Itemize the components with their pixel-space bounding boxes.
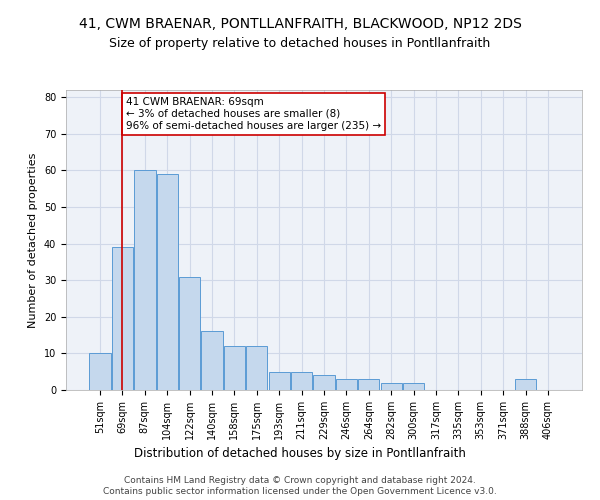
Bar (202, 332, 223, 390)
Text: 41 CWM BRAENAR: 69sqm
← 3% of detached houses are smaller (8)
96% of semi-detach: 41 CWM BRAENAR: 69sqm ← 3% of detached h… (126, 98, 381, 130)
Bar (246, 346, 268, 390)
Bar (112, 248, 133, 390)
Bar (515, 379, 536, 390)
Bar (403, 382, 424, 390)
Bar (269, 372, 290, 390)
Bar (313, 376, 335, 390)
Text: Size of property relative to detached houses in Pontllanfraith: Size of property relative to detached ho… (109, 38, 491, 51)
Bar (358, 379, 379, 390)
Text: Distribution of detached houses by size in Pontllanfraith: Distribution of detached houses by size … (134, 448, 466, 460)
Text: 41, CWM BRAENAR, PONTLLANFRAITH, BLACKWOOD, NP12 2DS: 41, CWM BRAENAR, PONTLLANFRAITH, BLACKWO… (79, 18, 521, 32)
Text: Contains public sector information licensed under the Open Government Licence v3: Contains public sector information licen… (103, 487, 497, 496)
Y-axis label: Number of detached properties: Number of detached properties (28, 152, 38, 328)
Bar (336, 379, 357, 390)
Bar (134, 170, 155, 390)
Bar (179, 276, 200, 390)
Bar (291, 372, 312, 390)
Text: Contains HM Land Registry data © Crown copyright and database right 2024.: Contains HM Land Registry data © Crown c… (124, 476, 476, 485)
Bar (380, 382, 402, 390)
Bar (157, 174, 178, 390)
Bar (89, 354, 111, 390)
Bar (224, 346, 245, 390)
